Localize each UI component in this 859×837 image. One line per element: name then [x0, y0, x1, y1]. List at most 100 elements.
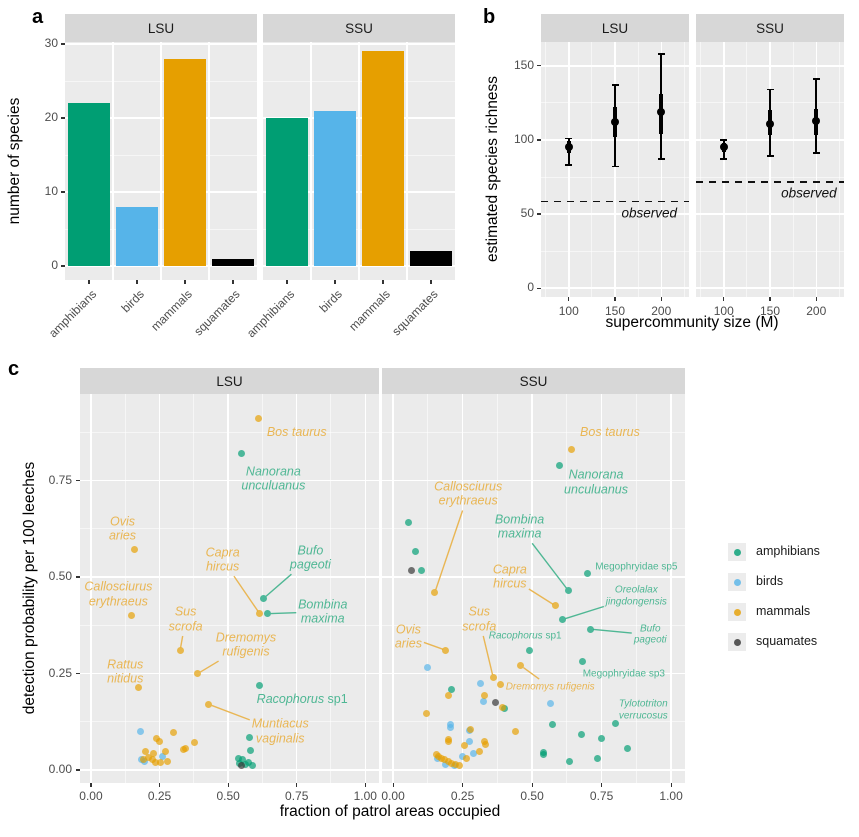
species-label-text: Bufo — [297, 543, 324, 558]
species-label: Callosciurus erythraeus — [434, 480, 502, 509]
species-label-text: pageoti — [633, 634, 667, 646]
gridline-vertical — [208, 42, 210, 280]
y-axis-tick — [76, 672, 80, 675]
species-label-text: Nanorana — [245, 464, 301, 479]
gridline-vertical — [158, 394, 161, 783]
gridline-horizontal — [382, 479, 685, 482]
gridline-vertical — [261, 394, 263, 783]
data-point-mammals — [463, 755, 471, 763]
panel-a-y-axis-title: number of species — [6, 97, 23, 225]
gridline-horizontal — [382, 721, 685, 723]
data-point-amphibians — [584, 569, 592, 577]
gridline-horizontal — [80, 721, 379, 723]
species-label-text: sp3 — [646, 667, 665, 679]
data-point-mammals — [254, 415, 262, 423]
species-label-text: Racophorus — [256, 691, 325, 706]
y-tick-label: 0.50 — [48, 569, 72, 583]
x-axis-tick — [382, 280, 384, 284]
gridline-vertical — [600, 394, 603, 783]
y-tick-label: 10 — [44, 184, 58, 198]
species-label: Sus scrofa — [462, 605, 496, 634]
category-label: squamates — [389, 287, 441, 339]
y-axis-tick — [537, 65, 541, 67]
data-point-birds — [447, 724, 455, 732]
data-point-amphibians — [247, 747, 255, 755]
gridline-vertical — [193, 394, 195, 783]
data-point-mammals — [445, 691, 453, 699]
y-tick-label: 100 — [513, 131, 534, 146]
legend-label-amphibians: amphibians — [756, 544, 820, 558]
legend-dot-mammals — [733, 608, 741, 616]
gridline-horizontal — [80, 479, 379, 482]
species-label: Nanorana unculuanus — [564, 468, 628, 497]
observed-label: observed — [621, 205, 677, 221]
data-point-mammals — [179, 746, 187, 754]
data-point-amphibians — [597, 734, 605, 742]
species-label-text: Bos — [580, 425, 602, 440]
estimate-point — [657, 107, 666, 116]
bar-mammals — [164, 58, 206, 266]
data-point-birds — [466, 737, 474, 745]
y-tick-label: 50 — [520, 206, 534, 221]
data-point-mammals — [145, 753, 153, 761]
species-label: Callosciurus erythraeus — [84, 580, 152, 609]
legend-dot-amphibians — [733, 548, 741, 556]
gridline-vertical — [660, 42, 662, 297]
interval-cap — [565, 164, 573, 166]
category-label: mammals — [346, 287, 393, 334]
gridline-vertical — [531, 394, 533, 783]
data-point-amphibians — [256, 681, 264, 689]
species-label-text: pageoti — [289, 557, 331, 572]
data-point-amphibians — [556, 461, 564, 469]
data-point-amphibians — [549, 720, 557, 728]
gridline-vertical — [358, 42, 360, 280]
x-tick-label: 200 — [806, 304, 827, 318]
species-label-text: scrofa — [168, 619, 203, 634]
species-label-text: sp1 — [324, 691, 348, 706]
y-tick-label: 0.25 — [48, 665, 72, 680]
observed-line — [696, 181, 844, 184]
x-axis-tick — [614, 297, 616, 301]
x-tick-label: 0.25 — [450, 789, 475, 803]
bar-birds — [116, 206, 158, 266]
bar-squamates — [410, 251, 452, 266]
gridline-vertical — [769, 42, 771, 297]
y-tick-label: 0.00 — [48, 762, 72, 776]
gridline-horizontal — [80, 528, 379, 530]
species-label-text: rufigenis — [554, 681, 595, 693]
gridline-vertical — [591, 42, 593, 297]
data-point-birds — [159, 753, 167, 761]
gridline-vertical — [310, 42, 312, 280]
gridline-horizontal — [382, 528, 685, 530]
x-axis-tick — [364, 783, 366, 787]
data-point-mammals — [131, 546, 139, 554]
data-point-mammals — [512, 727, 520, 735]
interval-cap — [657, 53, 665, 55]
data-point-mammals — [567, 446, 575, 454]
x-axis-tick — [670, 783, 672, 787]
data-point-squamates — [407, 566, 415, 574]
gridline-vertical — [392, 394, 394, 783]
x-axis-tick — [184, 280, 186, 284]
gridline-vertical — [90, 394, 92, 783]
species-label: Bos taurus — [580, 425, 640, 439]
data-point-mammals — [256, 610, 264, 618]
data-point-mammals — [467, 725, 475, 733]
data-point-mammals — [552, 602, 560, 610]
species-label: Rattus nitidus — [107, 657, 143, 686]
y-tick-label: 0 — [51, 258, 58, 272]
data-point-amphibians — [565, 757, 573, 765]
category-label: squamates — [191, 287, 243, 339]
bar-amphibians — [68, 103, 110, 266]
data-point-amphibians — [418, 566, 426, 574]
data-point-mammals — [460, 742, 468, 750]
x-axis-tick — [531, 783, 533, 787]
gridline-vertical — [124, 394, 126, 783]
data-point-mammals — [447, 759, 455, 767]
gridline-vertical — [330, 394, 332, 783]
species-label-text: Capra — [492, 562, 527, 577]
gridline-vertical — [635, 394, 637, 783]
x-axis-tick — [334, 280, 336, 284]
x-axis-tick — [392, 783, 394, 787]
species-label-text: Sus — [468, 605, 491, 620]
